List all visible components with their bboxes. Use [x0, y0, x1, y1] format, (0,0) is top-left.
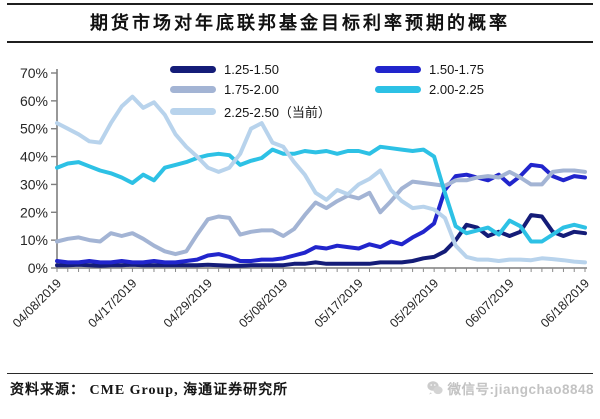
series-line-1-75-2-00: [55, 168, 587, 257]
legend-swatch: [375, 86, 421, 93]
title-rule: [7, 41, 593, 43]
x-tick-label: 06/18/2019: [538, 276, 592, 330]
legend-item-1-75-2-00: 1.75-2.00: [170, 82, 375, 97]
legend-swatch: [170, 108, 216, 115]
y-tick-label: 50%: [20, 121, 48, 137]
x-tick-label: 04/17/2019: [85, 276, 139, 330]
series-line-2-00-2-25: [55, 144, 587, 244]
legend-label: 1.75-2.00: [224, 82, 279, 97]
x-tick-label: 06/07/2019: [463, 276, 517, 330]
y-tick-label: 0%: [28, 260, 48, 276]
y-tick-label: 40%: [20, 149, 48, 165]
legend-label: 2.00-2.25: [429, 82, 484, 97]
y-tick-label: 30%: [20, 176, 48, 192]
top-rule: [7, 3, 593, 5]
x-tick-label: 05/17/2019: [312, 276, 366, 330]
legend-item-2-00-2-25: 2.00-2.25: [375, 82, 545, 97]
x-tick-label: 05/29/2019: [387, 276, 441, 330]
y-tick-label: 60%: [20, 93, 48, 109]
chart-legend: 1.25-1.50 1.50-1.75 1.75-2.00 2.00-2.25 …: [170, 62, 545, 121]
legend-label: 1.25-1.50: [224, 62, 279, 77]
page-title: 期货市场对年底联邦基金目标利率预期的概率: [90, 13, 510, 33]
legend-label: 1.50-1.75: [429, 62, 484, 77]
legend-swatch: [375, 66, 421, 73]
x-tick-label: 04/29/2019: [161, 276, 215, 330]
source-text: 资料来源： CME Group, 海通证券研究所: [10, 383, 289, 398]
y-tick-label: 20%: [20, 204, 48, 220]
x-tick-label: 05/08/2019: [236, 276, 290, 330]
legend-item-1-50-1-75: 1.50-1.75: [375, 62, 545, 77]
footer-rule: [7, 373, 593, 374]
legend-label: 2.25-2.50（当前）: [224, 105, 331, 120]
y-tick-label: 10%: [20, 232, 48, 248]
x-tick-label: 04/08/2019: [10, 276, 64, 330]
watermark: 微信号:jiangchao8848: [427, 378, 594, 398]
y-tick-label: 70%: [20, 65, 48, 81]
legend-swatch: [170, 66, 216, 73]
watermark-text: 微信号:jiangchao8848: [447, 382, 594, 397]
legend-item-2-25-2-50-current: 2.25-2.50（当前）: [170, 102, 375, 121]
legend-swatch: [170, 86, 216, 93]
series-line-2-25-2-50: [55, 94, 587, 265]
wechat-icon: [427, 381, 444, 395]
legend-item-1-25-1-50: 1.25-1.50: [170, 62, 375, 77]
